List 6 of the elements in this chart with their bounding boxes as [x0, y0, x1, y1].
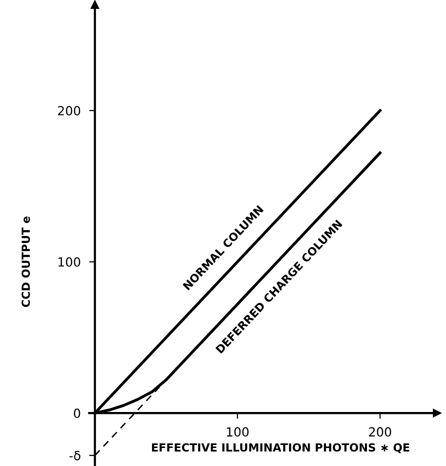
y-tick-label: 0	[74, 408, 80, 418]
y-tick-label: 100	[58, 257, 80, 267]
x-axis-title: EFFECTIVE ILLUMINATION PHOTONS ∗ QE	[152, 443, 410, 454]
y-tick-label: 200	[58, 106, 80, 116]
y-axis-title: CCD OUTPUT e	[22, 216, 30, 308]
y-tick-label: -δ	[69, 450, 80, 460]
